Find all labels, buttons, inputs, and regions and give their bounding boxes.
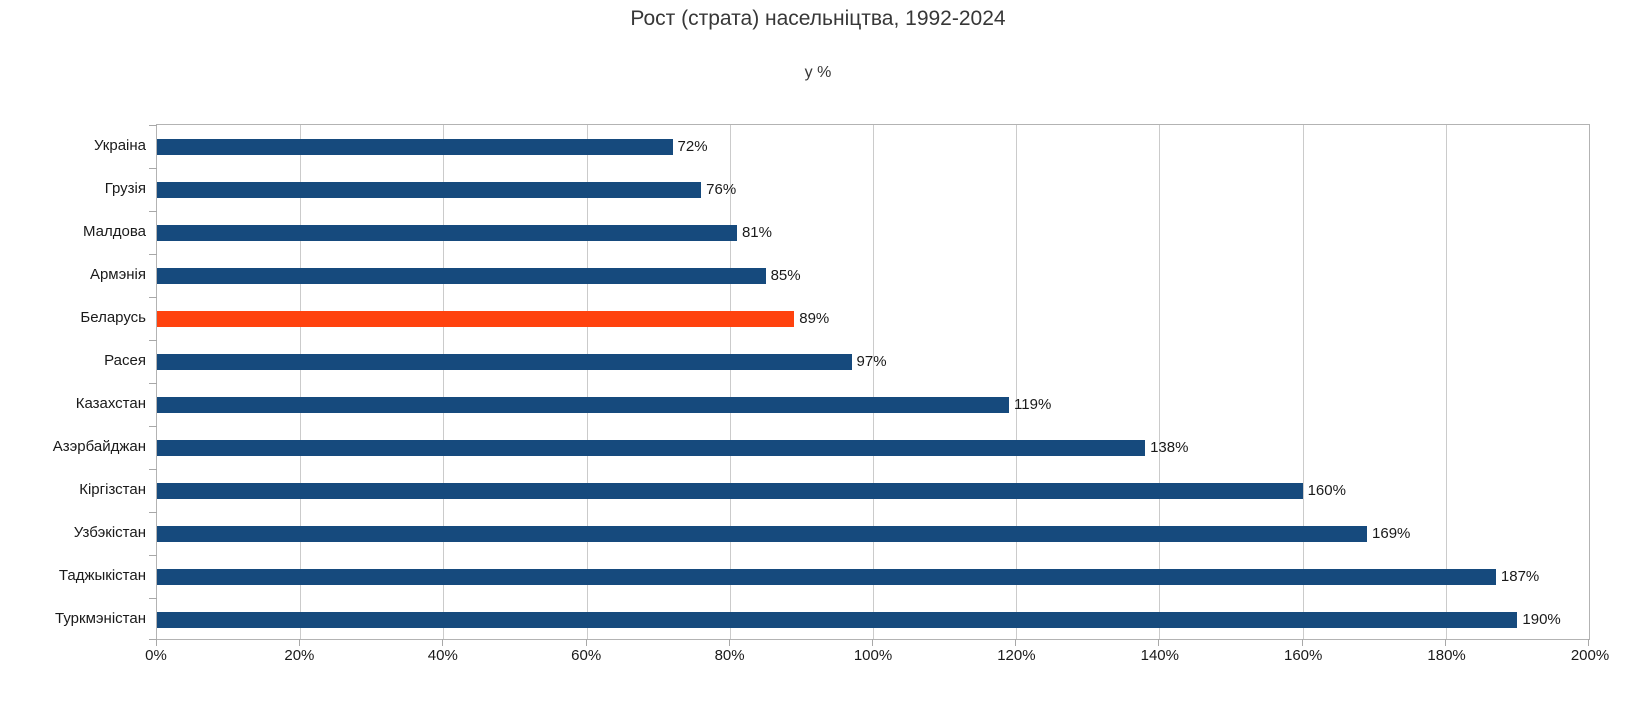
x-axis-tick: [1444, 639, 1446, 646]
bar-row: 89%: [157, 297, 1589, 340]
value-label: 160%: [1307, 482, 1346, 499]
x-axis-tick: [299, 639, 301, 646]
y-axis-tick: [149, 211, 157, 212]
gridline: [1016, 125, 1018, 639]
category-label: Кіргізстан: [79, 481, 146, 498]
x-axis-label: 200%: [1570, 647, 1610, 664]
y-axis-tick: [149, 598, 157, 599]
x-axis-label: 140%: [1140, 647, 1179, 664]
value-label: 72%: [677, 138, 708, 155]
x-axis-label: 80%: [714, 647, 745, 664]
y-axis-tick: [149, 125, 157, 126]
x-axis-tick: [872, 639, 873, 646]
category-label: Армэнія: [89, 266, 146, 283]
value-label: 138%: [1150, 439, 1189, 456]
value-label: 187%: [1500, 568, 1540, 585]
x-axis-labels: 0% 20% 40% 60% 80% 100% 120% 140% 160% 180% 200%: [145, 647, 1609, 669]
x-axis-label: 20%: [284, 647, 315, 664]
gridline: [873, 125, 874, 639]
bar-row: 190%: [157, 598, 1589, 641]
gridline: [1445, 125, 1447, 639]
x-axis-tick: [1015, 639, 1017, 646]
category-label: Расея: [104, 352, 146, 369]
y-axis-tick: [149, 512, 157, 513]
gridline: [443, 125, 445, 639]
y-axis-tick: [149, 168, 157, 169]
x-axis-label: 160%: [1284, 647, 1323, 664]
x-axis-label: 40%: [427, 647, 458, 664]
y-axis-tick: [149, 383, 157, 384]
y-axis-labels: Украіна Грузія Малдова Армэнія Беларусь Расея…: [0, 124, 146, 640]
bar-row: 187%: [157, 555, 1589, 598]
plot-area: 72% 76% 81% 85% 89% 97% 119% 138% 160% 169% 187% 19…: [149, 124, 1590, 646]
bar: [157, 353, 852, 370]
bar-row: 85%: [157, 254, 1589, 297]
gridline: [1159, 125, 1161, 639]
chart-subtitle: у %: [804, 64, 832, 81]
bar: [157, 482, 1303, 499]
y-axis-tick: [149, 426, 157, 427]
bar-row: 72%: [157, 125, 1589, 168]
x-axis-tick: [728, 639, 730, 646]
value-label: 97%: [856, 353, 887, 370]
bar: [157, 224, 737, 241]
value-label: 119%: [1014, 396, 1052, 413]
value-label: 81%: [741, 224, 772, 241]
chart-title: Рост (страта) насельніцтва, 1992-2024: [630, 7, 1006, 30]
y-axis-tick: [149, 297, 157, 298]
category-label: Беларусь: [80, 309, 146, 326]
bar-row: 76%: [157, 168, 1589, 211]
value-label: 76%: [706, 181, 737, 198]
bar-row: 119%: [157, 383, 1589, 426]
bar: [157, 568, 1496, 585]
gridline: [729, 125, 731, 639]
value-label: 190%: [1522, 611, 1561, 628]
x-axis-label: 120%: [997, 647, 1036, 664]
bar: [157, 396, 1010, 413]
category-label: Азэрбайджан: [52, 438, 146, 455]
bar-row: 138%: [157, 426, 1589, 469]
bar: [157, 611, 1518, 628]
bar: [157, 439, 1146, 456]
value-label: 169%: [1372, 525, 1411, 542]
value-label: 85%: [770, 267, 801, 284]
x-axis-label: 0%: [145, 647, 167, 664]
x-axis-label: 60%: [571, 647, 602, 664]
bar: [157, 525, 1368, 542]
bar-highlight: [157, 310, 795, 327]
gridline: [300, 125, 302, 639]
bar-row: 169%: [157, 512, 1589, 555]
bar: [157, 181, 702, 198]
bar: [157, 138, 673, 155]
y-axis-tick: [149, 639, 157, 640]
y-axis-tick: [149, 340, 157, 341]
bar: [157, 267, 766, 284]
value-label: 89%: [799, 310, 830, 327]
category-label: Грузія: [104, 180, 146, 197]
category-label: Украіна: [93, 137, 146, 154]
x-axis-tick: [1301, 639, 1303, 646]
x-axis-label: 100%: [853, 647, 893, 664]
x-axis-tick: [585, 639, 587, 646]
x-axis-tick: [1588, 639, 1589, 646]
category-label: Казахстан: [75, 395, 146, 412]
x-axis-label: 180%: [1427, 647, 1466, 664]
gridline: [586, 125, 588, 639]
y-axis-tick: [149, 469, 157, 470]
bar-row: 97%: [157, 340, 1589, 383]
y-axis-tick: [149, 555, 157, 556]
bar-row: 81%: [157, 211, 1589, 254]
y-axis-tick: [149, 254, 157, 255]
category-label: Таджыкістан: [58, 567, 146, 584]
bar-row: 160%: [157, 469, 1589, 512]
gridline: [1302, 125, 1304, 639]
category-label: Малдова: [83, 223, 146, 240]
x-axis-tick: [442, 639, 444, 646]
category-label: Туркмэністан: [55, 610, 146, 627]
x-axis-tick: [1158, 639, 1160, 646]
category-label: Узбэкістан: [73, 524, 146, 541]
x-axis-tick: [156, 639, 157, 646]
